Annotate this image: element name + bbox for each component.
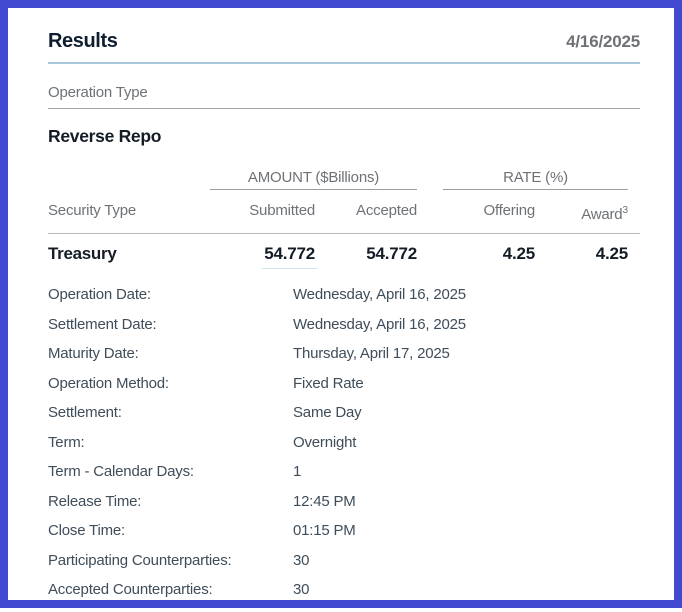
detail-value: 30	[293, 551, 310, 569]
detail-value: 01:15 PM	[293, 522, 356, 540]
detail-value: Wednesday, April 16, 2025	[293, 286, 466, 304]
results-table: AMOUNT ($Billions) RATE (%) Security Typ…	[48, 170, 640, 269]
title-divider	[48, 62, 640, 64]
detail-value: 30	[293, 581, 310, 599]
table-row: Treasury 54.772 54.772 4.25 4.25	[48, 234, 628, 269]
detail-row: Settlement: Same Day	[48, 398, 640, 428]
detail-row: Release Time: 12:45 PM	[48, 487, 640, 517]
detail-row: Accepted Counterparties: 30	[48, 575, 640, 600]
detail-row: Operation Date: Wednesday, April 16, 202…	[48, 280, 640, 310]
detail-row: Close Time: 01:15 PM	[48, 516, 640, 546]
detail-label: Accepted Counterparties:	[48, 581, 213, 599]
detail-value: Thursday, April 17, 2025	[293, 345, 450, 363]
detail-row: Operation Method: Fixed Rate	[48, 369, 640, 399]
column-award: Award3	[581, 205, 628, 223]
detail-value: Overnight	[293, 433, 357, 451]
page-title: Results	[48, 30, 118, 52]
detail-label: Release Time:	[48, 492, 142, 510]
detail-row: Term: Overnight	[48, 428, 640, 458]
detail-label: Settlement Date:	[48, 315, 157, 333]
detail-label: Maturity Date:	[48, 345, 139, 363]
detail-label: Term:	[48, 433, 85, 451]
column-security-type: Security Type	[48, 202, 137, 219]
detail-row: Maturity Date: Thursday, April 17, 2025	[48, 339, 640, 369]
results-header: Results 4/16/2025	[48, 28, 640, 54]
results-table-header: AMOUNT ($Billions) RATE (%) Security Typ…	[48, 170, 640, 234]
column-offering: Offering	[483, 202, 536, 219]
detail-value: Same Day	[293, 404, 362, 422]
operation-details: Operation Date: Wednesday, April 16, 202…	[48, 280, 640, 600]
detail-label: Participating Counterparties:	[48, 551, 232, 569]
accepted-value: 54.772	[366, 244, 417, 263]
detail-value: 1	[293, 463, 302, 481]
award-rate-value: 4.25	[595, 244, 628, 263]
detail-label: Term - Calendar Days:	[48, 463, 194, 481]
amount-group-header: AMOUNT ($Billions)	[210, 170, 417, 190]
award-footnote-marker: 3	[622, 205, 628, 216]
detail-value: 12:45 PM	[293, 492, 356, 510]
operation-type-value: Reverse Repo	[48, 126, 162, 146]
detail-value: Wednesday, April 16, 2025	[293, 315, 466, 333]
rate-group-header: RATE (%)	[417, 170, 628, 190]
operation-date-header: 4/16/2025	[566, 32, 640, 51]
detail-label: Close Time:	[48, 522, 125, 540]
detail-label: Settlement:	[48, 404, 122, 422]
submitted-value[interactable]: 54.772	[210, 242, 317, 269]
security-type-value: Treasury	[48, 244, 117, 263]
detail-row: Participating Counterparties: 30	[48, 546, 640, 576]
operation-type-label: Operation Type	[48, 84, 148, 101]
detail-label: Operation Date:	[48, 286, 151, 304]
operation-type-divider	[48, 108, 640, 109]
offering-rate-value: 4.25	[502, 244, 535, 263]
column-accepted: Accepted	[356, 202, 417, 219]
column-submitted: Submitted	[249, 202, 315, 219]
detail-row: Settlement Date: Wednesday, April 16, 20…	[48, 310, 640, 340]
detail-row: Term - Calendar Days: 1	[48, 457, 640, 487]
detail-label: Operation Method:	[48, 374, 169, 392]
detail-value: Fixed Rate	[293, 374, 364, 392]
